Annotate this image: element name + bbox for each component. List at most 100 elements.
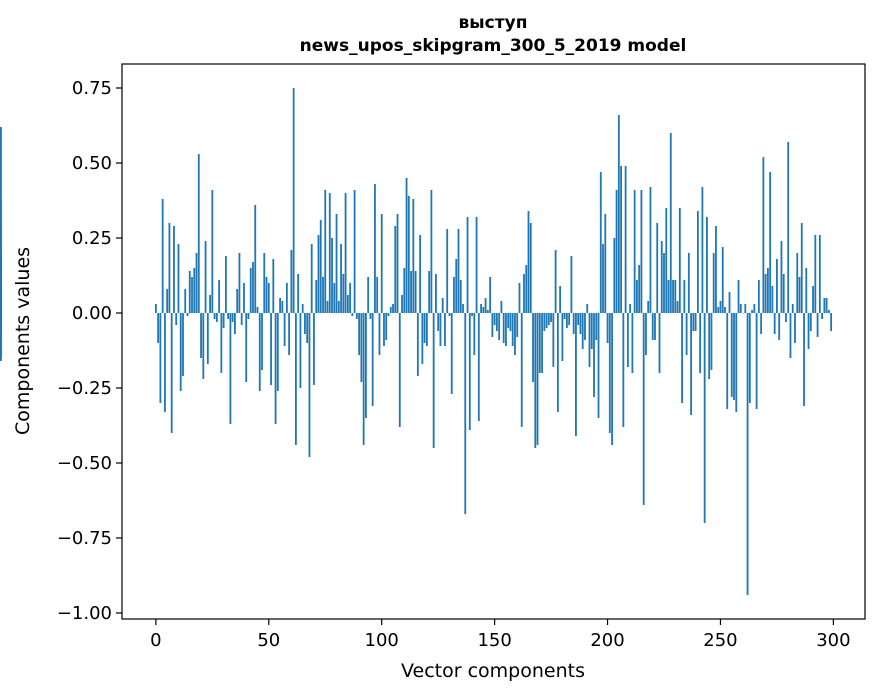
bar (448, 313, 451, 316)
bar (484, 298, 487, 313)
bar (407, 196, 410, 313)
bar (222, 313, 225, 328)
bar (683, 280, 686, 313)
bar (385, 313, 388, 340)
bar (602, 244, 604, 313)
bar (374, 184, 376, 313)
bar (360, 313, 363, 382)
bar (416, 313, 419, 376)
bar (274, 313, 277, 424)
bar (371, 313, 374, 406)
bar (676, 301, 679, 313)
bar (620, 166, 622, 313)
plot-frame (121, 63, 866, 620)
bar (636, 280, 638, 313)
bar (690, 313, 693, 415)
bar (563, 313, 566, 319)
bar (588, 313, 591, 367)
bar (168, 223, 171, 313)
bar (769, 172, 772, 313)
bar (717, 307, 720, 313)
bar (748, 313, 751, 403)
bar (825, 298, 828, 313)
bar (493, 313, 496, 325)
bar (177, 244, 180, 313)
bar (599, 172, 602, 313)
bar (272, 259, 275, 313)
chart-subtitle: news_upos_skipgram_300_5_2019 model (300, 36, 687, 56)
bar (367, 277, 370, 313)
bar (545, 313, 548, 328)
bar (789, 313, 792, 358)
bar (401, 295, 403, 313)
bar (726, 313, 729, 409)
bar (455, 259, 458, 313)
bar (238, 253, 241, 313)
bar (498, 313, 501, 340)
bar (215, 313, 218, 322)
bar (281, 301, 284, 313)
bar (457, 229, 460, 313)
bar (773, 313, 776, 334)
bar (333, 283, 336, 313)
x-tick-label: 100 (365, 630, 399, 651)
bar (608, 313, 611, 433)
bar (491, 313, 494, 337)
bar (814, 235, 817, 313)
bar (435, 274, 437, 313)
bar (509, 313, 512, 331)
bar (290, 250, 293, 313)
x-tick-label: 300 (816, 630, 850, 651)
bar (782, 274, 785, 313)
bar (816, 313, 819, 337)
bar (489, 277, 492, 313)
bar (654, 313, 656, 340)
bar (724, 307, 726, 313)
bar (778, 313, 781, 340)
bar (823, 298, 826, 313)
bar (613, 238, 616, 313)
bar (541, 313, 543, 373)
bar (595, 313, 598, 340)
bar (475, 217, 478, 313)
bar (663, 253, 665, 313)
bar (590, 313, 593, 349)
bar (206, 313, 209, 364)
bar (261, 313, 263, 370)
bar (306, 313, 309, 343)
bar (396, 214, 399, 313)
y-tick-label: −0.25 (57, 378, 112, 399)
bar (432, 313, 435, 448)
bar (733, 313, 735, 400)
bar (224, 256, 227, 313)
bar (421, 313, 424, 364)
bar (809, 313, 812, 331)
bar (647, 301, 650, 313)
bar (412, 199, 415, 313)
bar (660, 241, 663, 313)
bar (667, 280, 670, 313)
bar (211, 190, 214, 313)
bar (362, 313, 365, 445)
bar (694, 313, 697, 331)
bar (776, 259, 778, 313)
bar (516, 313, 519, 337)
bar (701, 187, 704, 313)
bar (252, 262, 254, 313)
bar (480, 304, 482, 313)
bar (791, 304, 794, 313)
bar (482, 307, 485, 313)
bar (292, 88, 295, 313)
bar (299, 313, 302, 388)
bar (615, 190, 618, 313)
bar (658, 313, 661, 373)
bar (753, 304, 756, 313)
bar (550, 313, 552, 322)
y-tick-label: −1.00 (57, 603, 112, 624)
bar (0, 271, 2, 313)
bar (437, 313, 440, 331)
bar (579, 313, 582, 334)
bar (703, 313, 706, 523)
bar (394, 226, 397, 313)
bar (473, 313, 476, 355)
